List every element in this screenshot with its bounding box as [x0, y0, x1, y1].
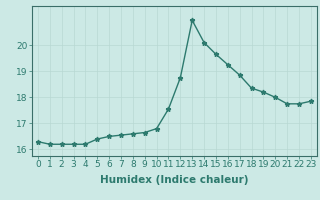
X-axis label: Humidex (Indice chaleur): Humidex (Indice chaleur) [100, 175, 249, 185]
